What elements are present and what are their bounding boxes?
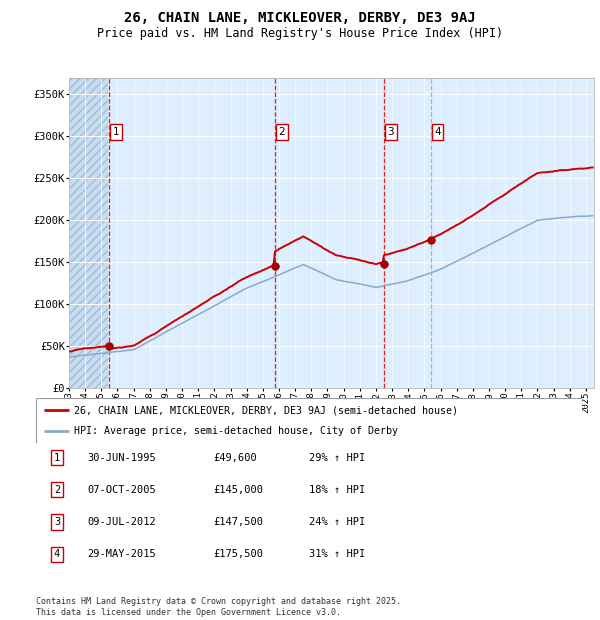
Text: 31% ↑ HPI: 31% ↑ HPI — [309, 549, 365, 559]
Text: 4: 4 — [434, 127, 441, 137]
Text: 29-MAY-2015: 29-MAY-2015 — [87, 549, 156, 559]
Text: Price paid vs. HM Land Registry's House Price Index (HPI): Price paid vs. HM Land Registry's House … — [97, 27, 503, 40]
Text: £145,000: £145,000 — [213, 485, 263, 495]
Text: 29% ↑ HPI: 29% ↑ HPI — [309, 453, 365, 463]
Text: 26, CHAIN LANE, MICKLEOVER, DERBY, DE3 9AJ: 26, CHAIN LANE, MICKLEOVER, DERBY, DE3 9… — [124, 11, 476, 25]
Text: HPI: Average price, semi-detached house, City of Derby: HPI: Average price, semi-detached house,… — [74, 426, 398, 436]
Text: 24% ↑ HPI: 24% ↑ HPI — [309, 517, 365, 527]
Text: 26, CHAIN LANE, MICKLEOVER, DERBY, DE3 9AJ (semi-detached house): 26, CHAIN LANE, MICKLEOVER, DERBY, DE3 9… — [74, 405, 458, 415]
Text: £175,500: £175,500 — [213, 549, 263, 559]
Text: 07-OCT-2005: 07-OCT-2005 — [87, 485, 156, 495]
Text: 4: 4 — [54, 549, 60, 559]
Text: 3: 3 — [388, 127, 394, 137]
Text: 2: 2 — [278, 127, 285, 137]
Text: 18% ↑ HPI: 18% ↑ HPI — [309, 485, 365, 495]
Bar — [69, 78, 108, 388]
Text: 3: 3 — [54, 517, 60, 527]
Text: 2: 2 — [54, 485, 60, 495]
Text: 1: 1 — [54, 453, 60, 463]
Text: 30-JUN-1995: 30-JUN-1995 — [87, 453, 156, 463]
FancyBboxPatch shape — [36, 398, 582, 443]
Text: 09-JUL-2012: 09-JUL-2012 — [87, 517, 156, 527]
Text: £147,500: £147,500 — [213, 517, 263, 527]
Text: £49,600: £49,600 — [213, 453, 257, 463]
Text: Contains HM Land Registry data © Crown copyright and database right 2025.
This d: Contains HM Land Registry data © Crown c… — [36, 598, 401, 617]
Text: 1: 1 — [113, 127, 119, 137]
